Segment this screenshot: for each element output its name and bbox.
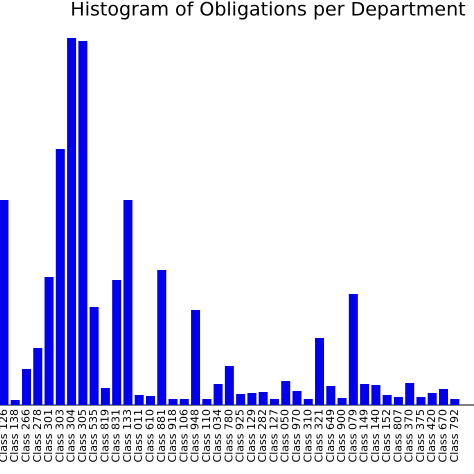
x-tick-label: Class 948: [189, 409, 202, 462]
x-tick-label: Class 310: [301, 409, 314, 462]
bar: [112, 280, 122, 405]
bar: [0, 200, 9, 405]
bar: [393, 397, 403, 405]
bar: [326, 386, 336, 405]
bar: [33, 348, 43, 405]
bar: [67, 38, 77, 405]
x-tick-label: Class 649: [324, 409, 337, 462]
x-tick-label: Class 127: [267, 409, 280, 462]
x-tick-label: Class 129: [245, 409, 258, 462]
bar: [89, 307, 99, 405]
chart-title: Histogram of Obligations per Department: [70, 0, 465, 21]
bar: [179, 399, 189, 405]
x-tick-label: Class 610: [143, 409, 156, 462]
bar: [168, 399, 178, 405]
x-tick-label: Class 831: [110, 409, 123, 462]
bar: [202, 399, 212, 405]
x-tick-label: Class 670: [437, 409, 450, 462]
bar: [78, 41, 88, 405]
bar: [337, 398, 347, 405]
bar: [281, 381, 291, 405]
bar: [10, 400, 20, 405]
x-tick-label: Class 282: [256, 409, 269, 462]
x-tick-label: Class 881: [155, 409, 168, 462]
x-tick-label: Class 918: [166, 409, 179, 462]
x-tick-label: Class 900: [335, 409, 348, 462]
x-tick-label: Class 050: [279, 409, 292, 462]
x-tick-label: Class 375: [414, 409, 427, 462]
x-tick-label: Class 792: [448, 409, 461, 462]
x-tick-label: Class 819: [98, 409, 111, 462]
x-tick-label: Class 303: [53, 409, 66, 462]
bar: [371, 385, 381, 405]
bar: [22, 369, 32, 405]
bar: [315, 338, 325, 405]
bar: [123, 200, 133, 405]
bar: [405, 383, 415, 405]
x-tick-label: Class 420: [425, 409, 438, 462]
bar: [439, 389, 448, 405]
bar: [247, 393, 257, 405]
x-tick-label: Class 321: [313, 409, 326, 462]
x-tick-label: Class 535: [87, 409, 100, 462]
x-tick-label: Class 011: [132, 409, 145, 462]
bar: [382, 395, 392, 405]
x-tick-label: Class 106: [177, 409, 190, 462]
bar: [134, 395, 144, 405]
x-tick-label: Class 278: [31, 409, 44, 462]
bar: [303, 399, 313, 405]
bar: [348, 294, 358, 405]
x-tick-label: Class 780: [222, 409, 235, 462]
x-tick-label: Class 110: [200, 409, 213, 462]
x-tick-label: Class 034: [211, 409, 224, 462]
bar: [450, 399, 460, 405]
bar: [145, 396, 155, 405]
bar: [213, 384, 223, 405]
x-tick-label: Class 126: [0, 409, 10, 462]
bar: [224, 366, 234, 405]
x-tick-label: Class 370: [403, 409, 416, 462]
x-tick-label: Class 301: [42, 409, 55, 462]
x-tick-label: Class 133: [121, 409, 134, 462]
x-tick-label: Class 149: [358, 409, 371, 462]
bar: [258, 392, 268, 405]
x-tick-label: Class 807: [391, 409, 404, 462]
bar: [427, 393, 437, 405]
x-tick-label: Class 925: [234, 409, 247, 462]
bar: [416, 397, 426, 405]
x-tick-label: Class 305: [76, 409, 89, 462]
bar: [100, 388, 110, 405]
x-tick-label: Class 140: [369, 409, 382, 462]
x-tick-label: Class 138: [8, 409, 21, 462]
bar: [55, 149, 65, 405]
x-tick-label: Class 304: [65, 409, 78, 462]
x-tick-label: Class 266: [20, 409, 33, 462]
x-tick-label: Class 079: [346, 409, 359, 462]
x-tick-label: Class 970: [290, 409, 303, 462]
bar: [157, 270, 167, 405]
bar: [269, 399, 279, 405]
bar: [44, 277, 54, 405]
bar: [191, 310, 201, 405]
bar: [292, 391, 302, 405]
bar: [236, 394, 246, 405]
x-tick-label: Class 152: [380, 409, 393, 462]
bar: [360, 384, 370, 405]
